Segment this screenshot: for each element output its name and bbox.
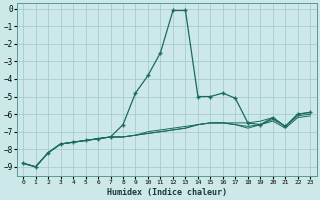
X-axis label: Humidex (Indice chaleur): Humidex (Indice chaleur) bbox=[107, 188, 227, 197]
